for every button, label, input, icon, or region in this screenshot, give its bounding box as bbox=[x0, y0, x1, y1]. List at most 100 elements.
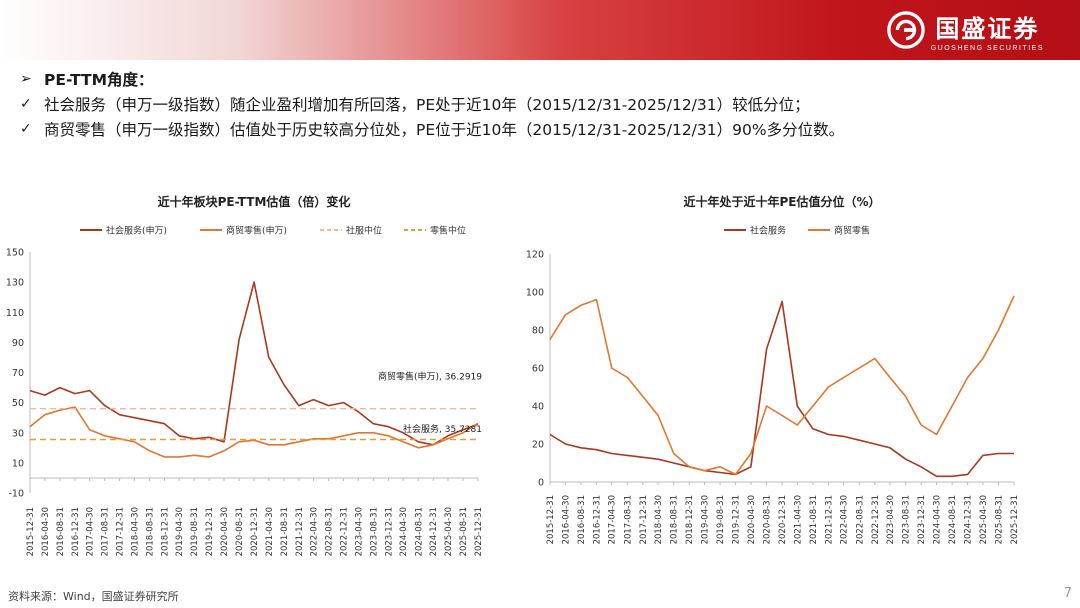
legend-label: 社服中位 bbox=[346, 225, 382, 237]
x-tick-label: 2017-04-30 bbox=[86, 507, 96, 556]
x-tick-label: 2023-08-31 bbox=[369, 507, 379, 556]
x-tick-label: 2025-12-31 bbox=[474, 507, 484, 556]
x-tick-label: 2023-08-31 bbox=[902, 495, 912, 544]
x-tick-label: 2021-12-31 bbox=[295, 507, 305, 556]
y-tick-label: 40 bbox=[532, 402, 544, 413]
x-tick-label: 2018-08-31 bbox=[145, 507, 155, 556]
brand-name-cn: 国盛证券 bbox=[935, 14, 1040, 43]
x-tick-label: 2022-04-30 bbox=[840, 495, 850, 544]
x-tick-label: 2024-04-30 bbox=[399, 507, 409, 556]
x-tick-label: 2022-12-31 bbox=[871, 495, 881, 544]
y-tick-label: -10 bbox=[8, 489, 24, 500]
pe-percentile-chart-svg: 近十年处于近十年PE估值分位（%） 社会服务 商贸零售 0 20 40 60 80 100 120… bbox=[526, 194, 1020, 544]
x-tick-label: 2016-08-31 bbox=[577, 495, 587, 544]
x-tick-label: 2016-08-31 bbox=[56, 507, 66, 556]
y-tick-label: 20 bbox=[532, 440, 544, 451]
x-tick-label: 2025-08-31 bbox=[459, 507, 469, 556]
y-tick-label: 0 bbox=[538, 478, 544, 489]
x-tick-label: 2025-08-31 bbox=[995, 495, 1005, 544]
x-tick-label: 2019-12-31 bbox=[732, 495, 742, 544]
x-tick-label: 2017-12-31 bbox=[116, 507, 126, 556]
y-tick-label: 50 bbox=[12, 398, 24, 409]
x-tick-label: 2024-12-31 bbox=[429, 507, 439, 556]
x-tick-label: 2019-12-31 bbox=[205, 507, 215, 556]
x-tick-label: 2015-12-31 bbox=[546, 495, 556, 544]
x-tick-label: 2018-04-30 bbox=[130, 507, 140, 556]
x-tick-label: 2024-08-31 bbox=[414, 507, 424, 556]
x-tick-label: 2018-12-31 bbox=[685, 495, 695, 544]
x-tick-label: 2021-08-31 bbox=[809, 495, 819, 544]
y-tick-label: 80 bbox=[532, 326, 544, 337]
x-tick-label: 2023-04-30 bbox=[886, 495, 896, 544]
x-tick-label: 2016-12-31 bbox=[71, 507, 81, 556]
x-tick-label: 2018-04-30 bbox=[654, 495, 664, 544]
data-annotation: 商贸零售(申万), 36.2919 bbox=[378, 370, 482, 382]
legend-label: 商贸零售 bbox=[834, 225, 870, 237]
legend-label: 社会服务(申万) bbox=[106, 225, 167, 237]
x-tick-label: 2023-12-31 bbox=[917, 495, 927, 544]
series-line bbox=[29, 281, 479, 446]
y-tick-label: 110 bbox=[6, 308, 24, 319]
x-tick-label: 2019-08-31 bbox=[716, 495, 726, 544]
x-tick-label: 2023-12-31 bbox=[384, 507, 394, 556]
x-tick-label: 2022-08-31 bbox=[325, 507, 335, 556]
y-tick-label: 150 bbox=[6, 248, 24, 259]
legend-label: 零售中位 bbox=[430, 225, 466, 237]
arrow-bullet-icon: ➢ bbox=[20, 70, 32, 87]
x-tick-label: 2025-04-30 bbox=[979, 495, 989, 544]
bullet-text: 社会服务（申万一级指数）随企业盈利增加有所回落，PE处于近10年（2015/12… bbox=[44, 95, 810, 114]
data-annotation: 社会服务, 35.7281 bbox=[403, 423, 482, 435]
x-tick-label: 2016-04-30 bbox=[561, 495, 571, 544]
y-tick-label: 30 bbox=[12, 428, 24, 439]
x-tick-label: 2020-08-31 bbox=[235, 507, 245, 556]
x-tick-label: 2017-08-31 bbox=[623, 495, 633, 544]
y-tick-label: 60 bbox=[532, 364, 544, 375]
x-tick-label: 2018-08-31 bbox=[670, 495, 680, 544]
x-tick-label: 2020-08-31 bbox=[763, 495, 773, 544]
check-icon: ✓ bbox=[20, 120, 32, 137]
x-tick-label: 2023-04-30 bbox=[354, 507, 364, 556]
y-tick-label: 10 bbox=[12, 458, 24, 469]
check-icon: ✓ bbox=[20, 95, 32, 112]
x-tick-label: 2021-04-30 bbox=[793, 495, 803, 544]
x-tick-label: 2025-04-30 bbox=[444, 507, 454, 556]
legend-label: 社会服务 bbox=[750, 225, 786, 237]
header-banner: 国盛证券 GUOSHENG SECURITIES bbox=[0, 0, 1080, 60]
brand-name-en: GUOSHENG SECURITIES bbox=[930, 44, 1044, 52]
x-tick-label: 2019-04-30 bbox=[175, 507, 185, 556]
y-tick-label: 130 bbox=[6, 278, 24, 289]
x-tick-label: 2020-12-31 bbox=[250, 507, 260, 556]
x-tick-label: 2022-04-30 bbox=[310, 507, 320, 556]
x-tick-label: 2018-12-31 bbox=[160, 507, 170, 556]
x-tick-label: 2019-04-30 bbox=[700, 495, 710, 544]
x-tick-label: 2024-04-30 bbox=[933, 495, 943, 544]
y-tick-label: 90 bbox=[12, 338, 24, 349]
x-tick-label: 2016-12-31 bbox=[592, 495, 602, 544]
bullet-item: ➢ PE-TTM角度： bbox=[20, 66, 1060, 91]
bullet-item: ✓ 社会服务（申万一级指数）随企业盈利增加有所回落，PE处于近10年（2015/… bbox=[20, 91, 1060, 116]
x-tick-label: 2019-08-31 bbox=[190, 507, 200, 556]
pe-percentile-chart: 近十年处于近十年PE估值分位（%） 社会服务 商贸零售 0 20 40 60 80 100 120… bbox=[514, 186, 1034, 566]
y-tick-label: 70 bbox=[12, 368, 24, 379]
pe-ttm-chart: 近十年板块PE-TTM估值（倍）变化社会服务(申万) 商贸零售(申万) 社服中位 零售… bbox=[0, 186, 500, 566]
x-tick-label: 2020-04-30 bbox=[747, 495, 757, 544]
bullet-text: 商贸零售（申万一级指数）估值处于历史较高分位处，PE位于近10年（2015/12… bbox=[44, 120, 845, 139]
series-line bbox=[549, 300, 1014, 478]
x-tick-label: 2025-12-31 bbox=[1010, 495, 1020, 544]
x-tick-label: 2020-12-31 bbox=[778, 495, 788, 544]
bullet-list: ➢ PE-TTM角度： ✓ 社会服务（申万一级指数）随企业盈利增加有所回落，PE… bbox=[20, 66, 1060, 141]
bullet-text: PE-TTM角度： bbox=[44, 70, 154, 89]
x-tick-label: 2022-08-31 bbox=[855, 495, 865, 544]
brand-logo-icon bbox=[886, 11, 925, 49]
x-tick-label: 2024-08-31 bbox=[948, 495, 958, 544]
x-tick-label: 2017-08-31 bbox=[101, 507, 111, 556]
page-number: 7 bbox=[1063, 586, 1072, 601]
x-tick-label: 2017-12-31 bbox=[639, 495, 649, 544]
x-tick-label: 2022-12-31 bbox=[340, 507, 350, 556]
legend-label: 商贸零售(申万) bbox=[226, 225, 287, 237]
bullet-item: ✓ 商贸零售（申万一级指数）估值处于历史较高分位处，PE位于近10年（2015/… bbox=[20, 116, 1060, 141]
x-tick-label: 2021-04-30 bbox=[265, 507, 275, 556]
chart-title: 近十年板块PE-TTM估值（倍）变化 bbox=[158, 194, 351, 209]
series-line bbox=[29, 406, 479, 458]
